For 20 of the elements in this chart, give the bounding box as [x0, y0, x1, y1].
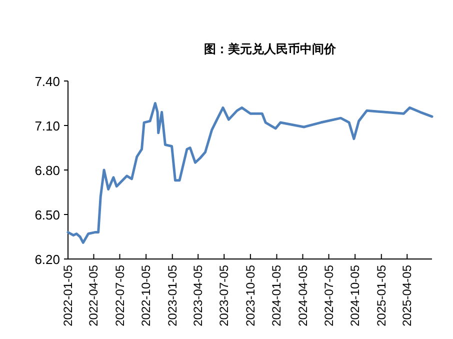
x-tick-label: 2022-10-05	[139, 264, 154, 326]
x-tick-label: 2022-07-05	[112, 264, 127, 326]
x-tick-label: 2023-01-05	[165, 264, 180, 326]
y-tick-label: 7.10	[34, 118, 60, 134]
y-tick-label: 6.20	[34, 252, 60, 267]
y-tick-label: 7.40	[34, 74, 60, 89]
x-tick-label: 2023-07-05	[217, 264, 232, 326]
x-tick-label: 2024-10-05	[348, 264, 362, 326]
x-tick-label: 2024-07-05	[322, 264, 336, 326]
x-tick-label: 2024-04-05	[296, 264, 310, 326]
x-tick-label: 2025-04-05	[400, 264, 414, 326]
y-tick-label: 6.80	[34, 163, 60, 178]
y-tick-label: 6.50	[34, 208, 60, 222]
x-tick-label: 2023-10-05	[243, 264, 258, 326]
x-tick-label: 2022-04-05	[86, 264, 101, 326]
x-tick-label: 2022-01-05	[61, 264, 75, 326]
x-tick-label: 2023-04-05	[191, 264, 206, 326]
x-tick-label: 2025-01-05	[374, 264, 388, 326]
chart-title: 图：美元兑人民币中间价	[204, 42, 337, 56]
x-tick-label: 2024-01-05	[270, 264, 284, 326]
